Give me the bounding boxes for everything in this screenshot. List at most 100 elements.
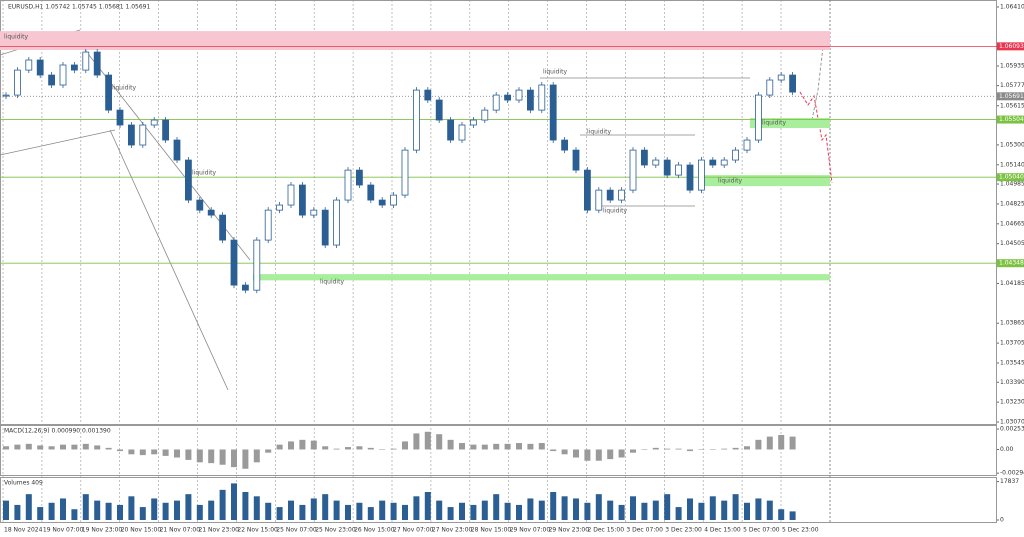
bar <box>538 443 545 450</box>
y-tick-label: 0 <box>1000 517 1004 524</box>
bar <box>516 443 522 450</box>
candle <box>424 89 432 101</box>
candle <box>766 79 774 96</box>
bar <box>470 504 477 520</box>
bar <box>25 443 32 450</box>
bar <box>139 507 146 520</box>
bar <box>493 443 500 450</box>
volume-title: Volumes 409 <box>4 480 43 487</box>
bar <box>618 449 625 458</box>
candle <box>652 159 660 166</box>
bar <box>675 448 682 450</box>
bar <box>310 440 317 450</box>
bar <box>527 443 534 450</box>
x-tick-label: 18 Nov 2024 <box>4 527 43 534</box>
bar <box>162 502 169 520</box>
candle <box>675 164 682 176</box>
candle <box>469 119 477 126</box>
annotation: liquidity <box>603 208 627 215</box>
candle <box>162 119 170 141</box>
candle <box>755 94 762 141</box>
bar <box>299 504 306 520</box>
bar <box>641 449 648 450</box>
bar <box>447 507 454 520</box>
bar <box>345 504 351 520</box>
bar <box>219 449 226 465</box>
candle <box>789 74 796 93</box>
candle <box>207 209 215 216</box>
bar <box>436 434 443 450</box>
candle <box>618 189 625 201</box>
bar <box>584 449 591 461</box>
annotation: liquidity <box>762 120 786 127</box>
y-tick-label: 1.06410 <box>1000 3 1024 10</box>
macd-pane <box>0 425 997 476</box>
candle <box>458 124 466 141</box>
bar <box>402 441 408 450</box>
bar <box>550 492 557 520</box>
candle <box>709 159 717 166</box>
bar <box>789 436 796 450</box>
candle <box>105 74 112 111</box>
bar <box>288 441 294 450</box>
candle <box>686 164 694 191</box>
bar <box>117 449 123 452</box>
bar <box>652 500 659 520</box>
x-tick-label: 3 Dec 23:00 <box>665 527 702 534</box>
bar <box>755 498 762 520</box>
candle <box>287 184 295 206</box>
bar <box>299 439 306 450</box>
level-label-bg <box>997 92 1024 101</box>
liquidity-zone <box>700 175 830 187</box>
y-tick-label: 1.04825 <box>1000 200 1024 207</box>
bar <box>709 496 716 520</box>
candle <box>777 74 785 81</box>
bar <box>265 502 272 520</box>
level-label-bg <box>997 173 1024 182</box>
bar <box>744 446 750 450</box>
candle <box>698 159 705 191</box>
bar <box>607 500 614 520</box>
candle <box>584 169 591 211</box>
candle <box>481 109 489 121</box>
header: EURUSD,H1 1.05742 1.05745 1.05681 1.0569… <box>8 4 150 11</box>
y-tick-label: 1.04985 <box>1000 181 1024 188</box>
bar <box>732 494 739 520</box>
bar <box>128 496 135 520</box>
candle <box>629 149 637 191</box>
bar <box>367 447 374 450</box>
bar <box>128 449 135 455</box>
bar <box>732 447 739 450</box>
bar <box>413 433 420 450</box>
bar <box>162 449 169 456</box>
bar <box>265 449 272 453</box>
candle <box>333 199 341 246</box>
bar <box>94 500 101 520</box>
candle <box>435 99 443 121</box>
y-tick-label: 1.05935 <box>1000 62 1024 69</box>
bar <box>174 449 180 458</box>
bar <box>652 447 659 450</box>
trend-line <box>0 129 116 156</box>
x-tick-label: 19 Nov 23:00 <box>82 527 123 534</box>
bar <box>253 449 260 463</box>
bar <box>789 511 796 520</box>
annotation: liquidity <box>587 129 611 136</box>
trend-line <box>109 129 229 391</box>
bar <box>778 509 785 520</box>
candle <box>549 84 557 141</box>
bar <box>744 502 750 520</box>
bar <box>367 507 374 520</box>
bar <box>493 494 500 520</box>
candle <box>173 139 181 161</box>
bar <box>561 449 568 455</box>
candle <box>447 119 455 141</box>
candle <box>71 64 78 71</box>
bar <box>721 448 728 450</box>
bar <box>276 444 283 450</box>
bar <box>595 494 602 520</box>
y-tick-label: -0.002946 <box>1000 470 1024 477</box>
annotation: liquidity <box>112 85 136 92</box>
y-tick-label: 1.05777 <box>1000 82 1024 89</box>
bar <box>288 500 294 520</box>
